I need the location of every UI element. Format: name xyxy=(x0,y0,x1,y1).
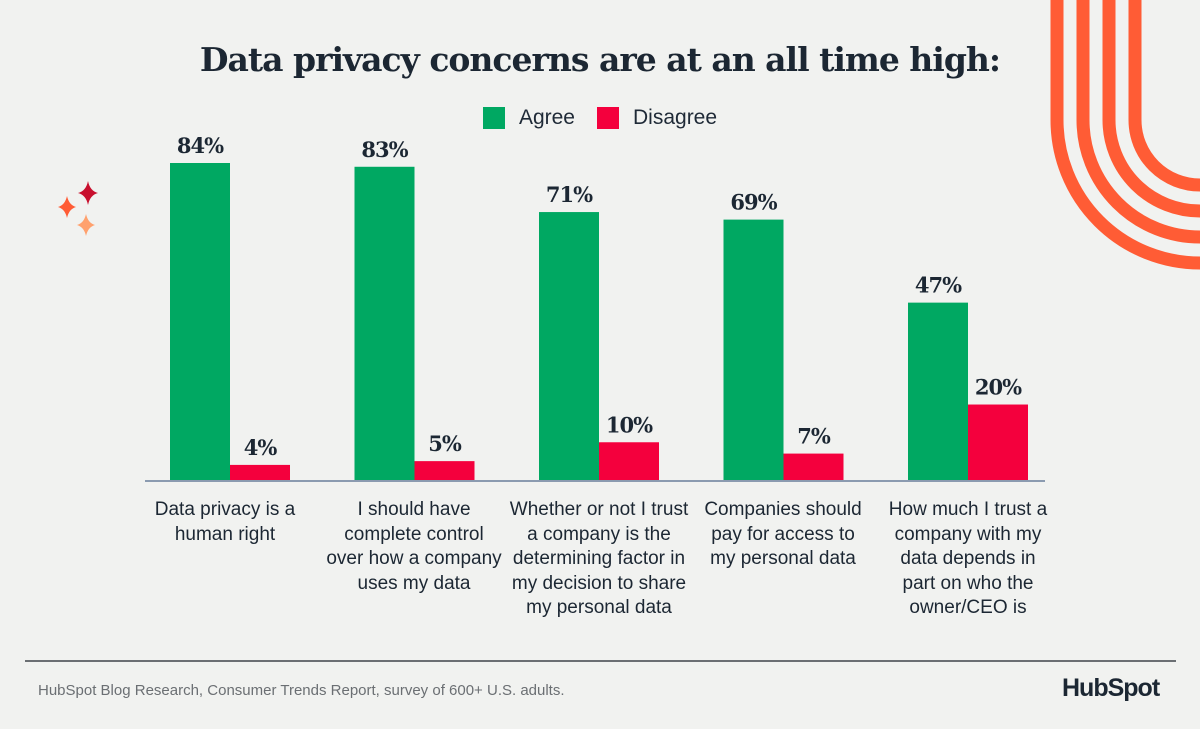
data-label-disagree: 20% xyxy=(975,375,1022,400)
data-label-agree: 69% xyxy=(730,190,777,215)
bar-disagree xyxy=(968,404,1028,480)
legend-swatch-agree xyxy=(482,107,505,129)
legend: Agree Disagree xyxy=(0,106,1200,130)
footer-divider xyxy=(25,660,1176,662)
data-label-disagree: 4% xyxy=(244,435,278,460)
legend-item-disagree: Disagree xyxy=(597,106,717,130)
data-label-agree: 71% xyxy=(546,182,593,207)
sparkle-icon xyxy=(58,181,98,236)
hubspot-logo-text: HubSpot xyxy=(1062,674,1160,702)
bar-agree xyxy=(723,219,784,480)
category-label: I should have complete control over how … xyxy=(326,499,502,594)
category-label: Data privacy is a human right xyxy=(154,499,296,545)
category-label: Whether or not I trust a company is the … xyxy=(509,499,689,618)
data-label-agree: 83% xyxy=(361,137,408,162)
source-note: HubSpot Blog Research, Consumer Trends R… xyxy=(38,682,565,699)
category-label: Companies should pay for access to my pe… xyxy=(704,499,862,569)
legend-swatch-disagree xyxy=(597,107,619,129)
legend-label-agree: Agree xyxy=(518,106,575,129)
bar-disagree xyxy=(414,461,475,480)
chart-title: Data privacy concerns are at an all time… xyxy=(199,40,1001,79)
data-label-disagree: 5% xyxy=(428,431,462,456)
bar-agree xyxy=(354,166,415,480)
data-label-agree: 47% xyxy=(915,273,962,298)
category-label: How much I trust a company with my data … xyxy=(888,499,1048,618)
bar-agree xyxy=(539,212,599,481)
bar-disagree xyxy=(783,453,844,480)
hubspot-logo: HubSpot xyxy=(1062,674,1160,703)
bar-agree xyxy=(170,163,230,480)
bar-disagree xyxy=(230,464,290,480)
legend-item-agree: Agree xyxy=(482,106,575,130)
data-label-disagree: 7% xyxy=(797,424,831,449)
orange-arcs-decoration xyxy=(1050,0,1200,270)
legend-label-disagree: Disagree xyxy=(633,106,718,129)
bar-agree xyxy=(908,302,968,480)
data-label-disagree: 10% xyxy=(606,412,653,437)
bar-disagree xyxy=(599,442,659,480)
data-label-agree: 84% xyxy=(177,133,224,158)
